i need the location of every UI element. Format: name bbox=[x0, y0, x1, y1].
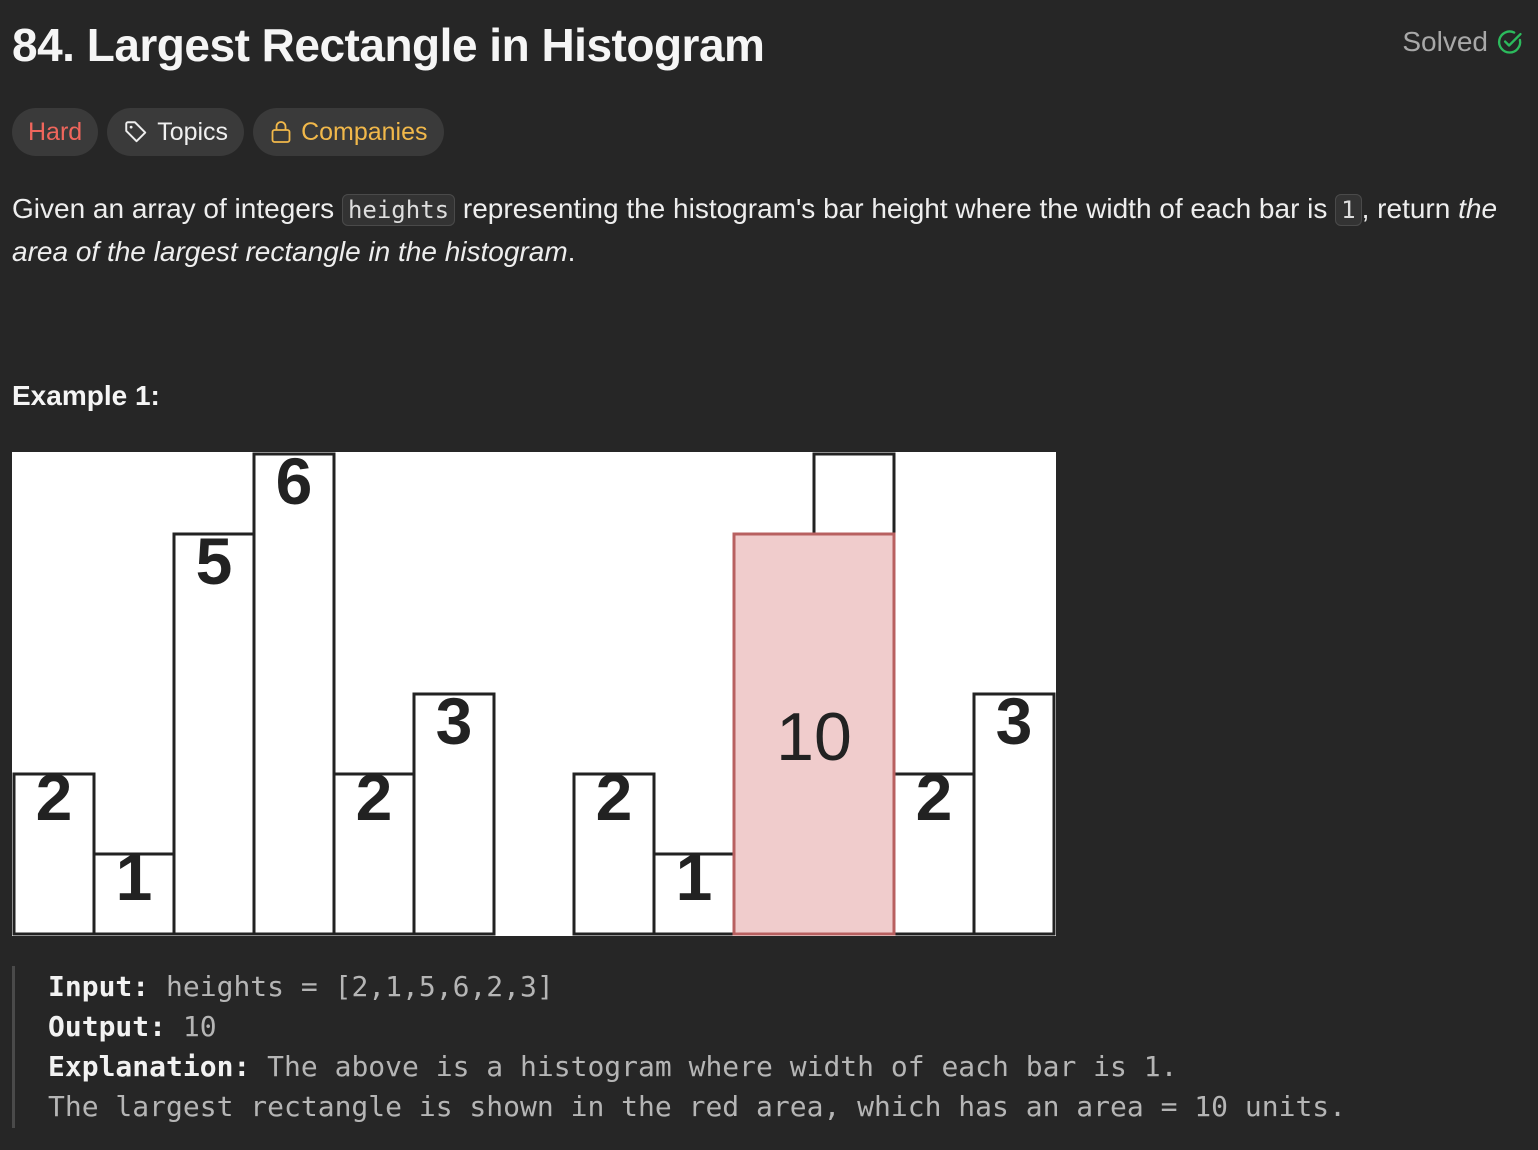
example-title: Example 1: bbox=[12, 380, 160, 411]
difficulty-label: Hard bbox=[28, 117, 83, 146]
tag-bar: Hard Topics Companies bbox=[12, 108, 444, 156]
histogram-bar-right-5 bbox=[972, 692, 1056, 936]
histogram-bar-right-1 bbox=[652, 852, 736, 936]
solved-status: Solved bbox=[1402, 26, 1524, 58]
problem-title: 84. Largest Rectangle in Histogram bbox=[12, 19, 765, 71]
inline-code-heights: heights bbox=[341, 194, 456, 226]
bar-value-label-left-2: 5 bbox=[196, 524, 233, 598]
bar-value-label-left-3: 6 bbox=[276, 452, 313, 518]
histogram-bar-left-2 bbox=[172, 532, 256, 936]
bar-value-label-left-5: 3 bbox=[436, 684, 473, 758]
output-label: Output: bbox=[48, 1010, 167, 1043]
bar-value-label-right-1: 1 bbox=[676, 840, 713, 914]
bar-value-label-right-5: 3 bbox=[996, 684, 1033, 758]
description-emphasis: the area of the largest rectangle in the… bbox=[12, 193, 1498, 267]
histogram-bar-right-4 bbox=[892, 772, 976, 936]
description-text: Given an array of integers bbox=[12, 193, 342, 224]
problem-description: Given an array of integers heights repre… bbox=[12, 188, 1522, 273]
histogram-bar-left-5 bbox=[412, 692, 496, 936]
input-label: Input: bbox=[48, 970, 150, 1003]
solved-label: Solved bbox=[1402, 26, 1488, 57]
description-text: . bbox=[567, 236, 576, 267]
explanation-label: Explanation: bbox=[48, 1050, 251, 1083]
largest-rectangle-label: 10 bbox=[776, 699, 852, 775]
histogram-bar-left-3 bbox=[252, 452, 336, 936]
bar-value-label-left-1: 1 bbox=[116, 840, 153, 914]
description-text: representing the histogram's bar height … bbox=[455, 193, 1336, 224]
input-value: heights = [2,1,5,6,2,3] bbox=[149, 970, 554, 1003]
tag-icon bbox=[125, 121, 147, 143]
histogram-bar-left-4 bbox=[332, 772, 416, 936]
explanation-line: The largest rectangle is shown in the re… bbox=[48, 1090, 1347, 1123]
histogram-bar-left-1 bbox=[92, 852, 176, 936]
topics-label: Topics bbox=[157, 117, 229, 146]
bar-value-label-left-0: 2 bbox=[36, 760, 73, 834]
inline-code-one: 1 bbox=[1335, 194, 1362, 226]
explanation-line: The above is a histogram where width of … bbox=[250, 1050, 1178, 1083]
difficulty-badge[interactable]: Hard bbox=[12, 108, 99, 156]
bar-value-label-left-4: 2 bbox=[356, 760, 393, 834]
check-circle-icon bbox=[1497, 30, 1522, 54]
lock-icon bbox=[271, 121, 291, 143]
bar-value-label-right-0: 2 bbox=[596, 760, 633, 834]
example-block: Input: heights = [2,1,5,6,2,3] Output: 1… bbox=[12, 966, 1346, 1128]
histogram-bar-right-0 bbox=[572, 772, 656, 936]
companies-label: Companies bbox=[301, 117, 428, 146]
bar-value-label-right-4: 2 bbox=[916, 760, 953, 834]
description-text: , return bbox=[1361, 193, 1459, 224]
topics-button[interactable]: Topics bbox=[107, 108, 245, 156]
companies-button[interactable]: Companies bbox=[253, 108, 444, 156]
output-value: 10 bbox=[166, 1010, 217, 1043]
largest-rectangle-area bbox=[732, 532, 896, 936]
